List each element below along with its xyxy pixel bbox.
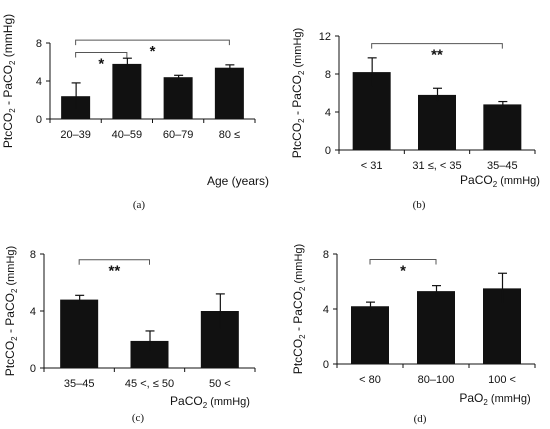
significance-bracket [371, 43, 503, 49]
significance-marker: * [150, 43, 156, 60]
x-tick-label: 100 < [488, 374, 516, 386]
y-axis-label-subscript: 2 [10, 336, 19, 341]
bar [60, 299, 99, 368]
y-axis-label: PtcCO2 - PaCO2 (mmHg) [1, 14, 17, 148]
y-tick-label: 8 [30, 249, 36, 261]
significance-bracket [75, 52, 128, 58]
chart-panel-d: 048< 80 80–100 100 <*PtcCO2 - PaCO2 (mmHg)… [291, 244, 536, 425]
x-tick-label: 40–59 [112, 129, 143, 141]
x-axis-label-unit: (mmHg) [497, 175, 540, 187]
x-tick-label: 50 < [209, 378, 231, 390]
x-tick-label: < 31 [361, 160, 383, 172]
x-axis-label: PaCO2 (mmHg) [460, 173, 540, 189]
x-tick-label: 80 ≤ [219, 129, 240, 141]
significance-bracket [75, 39, 230, 46]
panel-caption: (d) [414, 413, 427, 425]
y-tick-label: 8 [36, 38, 42, 50]
y-axis-label-text: PtcCO [290, 123, 304, 158]
bar [163, 77, 193, 119]
y-axis-label: PtcCO2 - PaCO2 (mmHg) [291, 244, 307, 374]
bar [112, 63, 142, 119]
x-axis-label-unit: (mmHg) [488, 393, 531, 405]
significance-bracket [369, 259, 437, 265]
y-axis-label: PtcCO2 - PaCO2 (mmHg) [290, 28, 306, 158]
y-axis-label-subscript: 2 [298, 286, 307, 291]
y-axis-label-text: - PaCO [3, 293, 17, 336]
x-tick-label: < 80 [359, 374, 381, 386]
y-tick-label: 4 [30, 306, 36, 318]
y-axis-label-text: - PaCO [290, 75, 304, 118]
panel-caption: (a) [133, 199, 146, 211]
y-tick-label: 8 [323, 249, 329, 261]
y-axis-label-subscript: 2 [10, 288, 19, 293]
x-axis-label-text: Age (years) [207, 174, 269, 188]
panel-caption: (c) [132, 412, 145, 424]
y-tick-label: 0 [30, 363, 36, 375]
bar [417, 291, 455, 364]
y-axis-label-subscript: 2 [298, 334, 307, 339]
y-tick-label: 0 [36, 114, 42, 126]
x-axis-label: Age (years) [207, 174, 269, 188]
y-axis-label-subscript: 2 [8, 60, 17, 65]
y-axis-label-subscript: 2 [297, 118, 306, 123]
x-tick-label: 60–79 [163, 129, 194, 141]
x-tick-label: 35–45 [487, 160, 518, 172]
y-tick-label: 8 [325, 69, 331, 81]
y-axis-label-unit: (mmHg) [293, 244, 305, 287]
significance-marker: * [98, 56, 104, 73]
y-axis-label-text: PtcCO [1, 113, 15, 148]
x-tick-label: 45 <, ≤ 50 [125, 378, 174, 390]
x-axis-label-text: PaCO [170, 394, 203, 408]
y-axis-label-subscript: 2 [8, 108, 17, 113]
significance-marker: * [400, 263, 406, 280]
bar [351, 306, 389, 364]
x-tick-label: 80–100 [418, 374, 455, 386]
y-axis-label-unit: (mmHg) [5, 246, 17, 289]
bar [483, 104, 522, 150]
bar [214, 67, 244, 119]
y-axis-label: PtcCO2 - PaCO2 (mmHg) [3, 246, 19, 376]
y-axis-label-subscript: 2 [297, 70, 306, 75]
y-axis-label-text: - PaCO [291, 291, 305, 334]
y-axis-label-unit: (mmHg) [1, 14, 15, 61]
y-axis-label-text: PtcCO [291, 339, 305, 374]
x-tick-label: 20–39 [60, 129, 91, 141]
y-tick-label: 4 [36, 76, 42, 88]
x-axis-label-subscript: 2 [203, 401, 208, 410]
x-axis-label-subscript: 2 [493, 180, 498, 189]
y-tick-label: 4 [323, 304, 329, 316]
y-tick-label: 4 [325, 107, 331, 119]
x-axis-label-unit: (mmHg) [207, 396, 250, 408]
x-tick-label: 35–45 [64, 378, 95, 390]
significance-marker: ** [108, 263, 120, 280]
significance-bracket [78, 259, 150, 265]
x-axis-label-text: PaCO [460, 173, 493, 187]
significance-marker: ** [431, 47, 443, 64]
y-axis-label-text: - PaCO [1, 65, 15, 108]
panel-caption: (b) [413, 199, 426, 211]
bar [418, 94, 456, 150]
y-axis-label-text: PtcCO [3, 341, 17, 376]
y-tick-label: 0 [323, 359, 329, 371]
y-tick-label: 0 [325, 145, 331, 157]
x-axis-label: PaO2 (mmHg) [459, 391, 530, 407]
x-axis-label-text: PaO [459, 391, 483, 405]
x-axis-label-subscript: 2 [483, 398, 488, 407]
y-axis-label-unit: (mmHg) [292, 28, 304, 71]
x-tick-label: 31 ≤, < 35 [412, 160, 461, 172]
x-axis-label: PaCO2 (mmHg) [170, 394, 250, 410]
y-tick-label: 12 [319, 31, 331, 43]
